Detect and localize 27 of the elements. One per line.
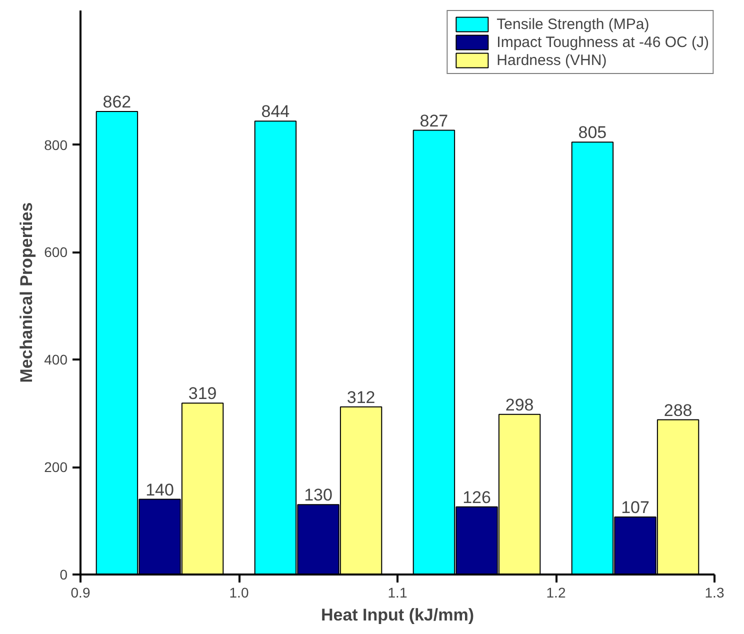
data-label: 140 xyxy=(146,480,174,500)
x-tick-label: 1.1 xyxy=(388,584,408,600)
data-label: 805 xyxy=(578,123,607,142)
data-label: 126 xyxy=(462,488,491,507)
y-tick-label: 400 xyxy=(44,352,68,368)
data-label: 312 xyxy=(346,388,376,407)
data-label: 107 xyxy=(621,498,650,518)
data-label: 288 xyxy=(664,400,692,420)
x-tick-label: 0.9 xyxy=(70,584,90,600)
x-tick-label: 1.2 xyxy=(546,584,566,600)
legend-label: Tensile Strength (MPa) xyxy=(496,15,650,33)
data-label: 844 xyxy=(261,102,290,122)
y-tick-label: 800 xyxy=(44,136,68,153)
data-label: 130 xyxy=(304,486,332,505)
data-label: 319 xyxy=(188,384,217,404)
x-tick-label: 1.0 xyxy=(229,584,249,600)
y-axis-title: Mechanical Properties xyxy=(17,202,36,383)
legend-label: Impact Toughness at -46 OC (J) xyxy=(496,33,709,51)
y-tick-label: 0 xyxy=(60,566,68,582)
y-tick-label: 600 xyxy=(44,244,68,260)
x-axis-title: Heat Input (kJ/mm) xyxy=(320,606,474,624)
legend-label: Hardness (VHN) xyxy=(496,51,607,69)
data-label: 298 xyxy=(505,395,534,414)
x-tick-label: 1.3 xyxy=(704,584,724,600)
y-tick-label: 200 xyxy=(44,459,68,476)
data-label: 862 xyxy=(102,92,132,112)
data-label: 827 xyxy=(420,111,448,130)
